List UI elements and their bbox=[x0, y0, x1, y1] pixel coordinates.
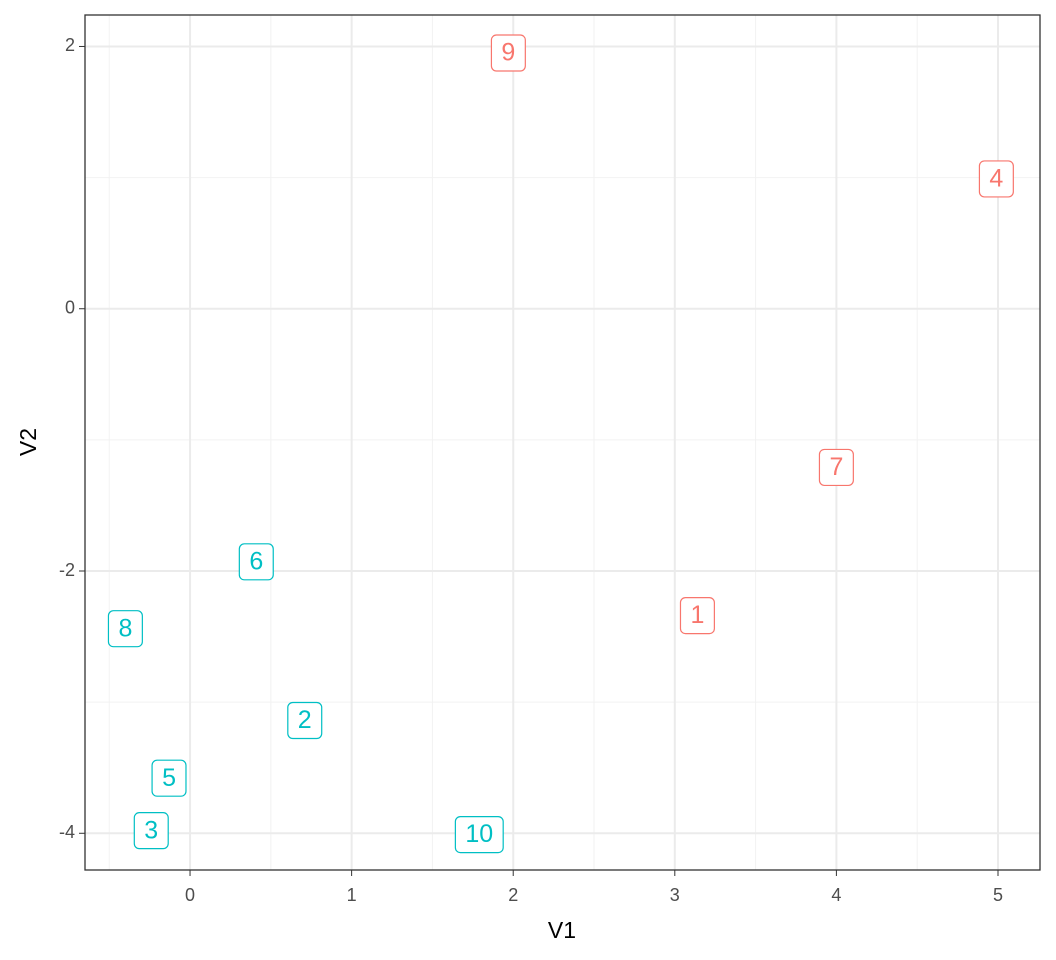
label-box bbox=[978, 160, 1014, 198]
x-tick-label: 5 bbox=[993, 885, 1003, 905]
points: 9 4 7 1 6 8 2 53 10 bbox=[107, 34, 1014, 854]
x-axis-title: V1 bbox=[548, 917, 576, 943]
y-tick-label: -4 bbox=[59, 822, 75, 842]
label-box bbox=[490, 34, 526, 72]
point-label: 3 bbox=[133, 812, 169, 850]
label-text: 5 bbox=[162, 764, 176, 792]
label-text: 9 bbox=[501, 39, 515, 67]
point-label: 1 bbox=[679, 596, 715, 635]
y-axis-title: V2 bbox=[15, 428, 41, 456]
label-text: 6 bbox=[249, 547, 263, 575]
y-tick-label: 2 bbox=[65, 35, 75, 55]
x-tick-label: 3 bbox=[670, 885, 680, 905]
y-tick-label: 0 bbox=[65, 297, 75, 317]
label-text: 7 bbox=[829, 453, 843, 481]
point-label: 2 bbox=[287, 701, 323, 740]
y-tick-label: -2 bbox=[59, 560, 75, 580]
grid bbox=[85, 15, 1040, 870]
label-text: 2 bbox=[298, 706, 312, 734]
label-text: 1 bbox=[690, 601, 704, 629]
label-text: 8 bbox=[118, 614, 132, 642]
point-label: 9 bbox=[490, 34, 526, 72]
x-tick-label: 1 bbox=[347, 885, 357, 905]
panel bbox=[85, 15, 1040, 870]
x-tick-label: 2 bbox=[508, 885, 518, 905]
point-label: 8 bbox=[107, 610, 143, 648]
x-tick-label: 4 bbox=[831, 885, 841, 905]
point-label: 4 bbox=[978, 160, 1014, 198]
x-tick-label: 0 bbox=[185, 885, 195, 905]
label-box bbox=[133, 812, 169, 850]
label-box bbox=[287, 701, 323, 740]
label-box bbox=[454, 815, 504, 854]
label-text: 4 bbox=[989, 165, 1003, 193]
label-box bbox=[107, 610, 143, 648]
label-box bbox=[151, 759, 187, 797]
panel-border bbox=[84, 14, 1041, 871]
point-label: 6 bbox=[238, 543, 274, 581]
point-label: 10 bbox=[454, 815, 504, 854]
point-label: 5 bbox=[151, 759, 187, 797]
label-box bbox=[679, 596, 715, 635]
point-label: 7 bbox=[818, 448, 854, 487]
label-text: 10 bbox=[465, 820, 493, 848]
label-box bbox=[818, 448, 854, 487]
label-box bbox=[238, 543, 274, 581]
label-text: 3 bbox=[144, 816, 158, 844]
